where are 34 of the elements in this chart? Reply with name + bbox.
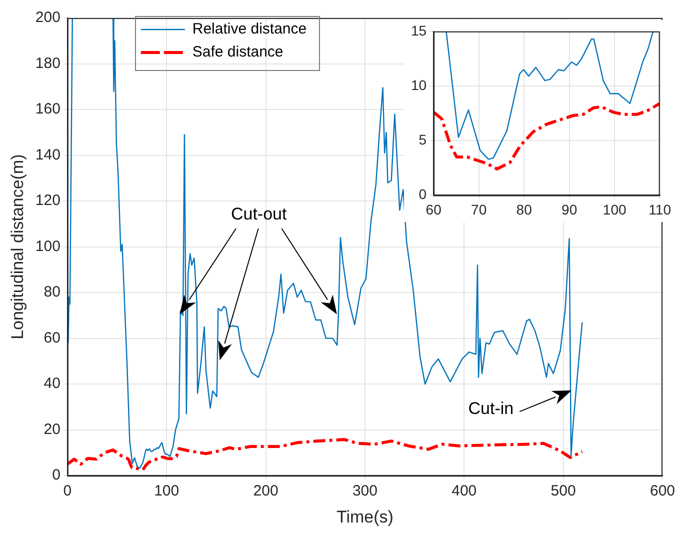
x-tick-label: 100 xyxy=(602,201,626,218)
x-tick-label: 100 xyxy=(154,482,180,500)
x-tick-label: 110 xyxy=(648,201,672,218)
x-tick-label: 70 xyxy=(471,201,487,218)
x-axis-title: Time(s) xyxy=(336,507,394,526)
y-tick-label: 0 xyxy=(418,186,427,202)
y-tick-label: 20 xyxy=(44,420,60,438)
line-series xyxy=(67,438,584,472)
y-tick-label: 140 xyxy=(35,146,60,164)
y-tick-label: 10 xyxy=(410,76,427,93)
x-tick-label: 500 xyxy=(550,482,576,500)
y-tick-label: 180 xyxy=(35,54,60,72)
legend-label: Relative distance xyxy=(192,20,307,38)
x-tick-label: 600 xyxy=(650,482,675,500)
legend-label: Safe distance xyxy=(192,44,284,61)
y-tick-label: 0 xyxy=(52,466,60,484)
x-tick-label: 90 xyxy=(562,201,578,218)
y-axis-title: Longitudinal distance(m) xyxy=(8,154,27,340)
y-tick-label: 160 xyxy=(35,100,60,118)
y-tick-label: 60 xyxy=(44,329,60,346)
x-tick-label: 300 xyxy=(352,482,378,500)
annotation: Cut-out xyxy=(230,204,287,224)
annotation: Cut-in xyxy=(468,398,514,418)
y-tick-label: 200 xyxy=(35,9,60,26)
y-tick-label: 120 xyxy=(35,192,60,210)
x-tick-label: 200 xyxy=(253,482,278,500)
x-tick-label: 400 xyxy=(452,482,477,500)
y-tick-label: 40 xyxy=(44,375,60,392)
y-tick-label: 80 xyxy=(44,284,60,301)
x-tick-label: 80 xyxy=(516,201,532,218)
y-tick-label: 15 xyxy=(410,22,427,38)
y-tick-label: 100 xyxy=(35,238,60,255)
y-tick-label: 5 xyxy=(418,131,427,148)
x-tick-label: 0 xyxy=(63,482,72,500)
